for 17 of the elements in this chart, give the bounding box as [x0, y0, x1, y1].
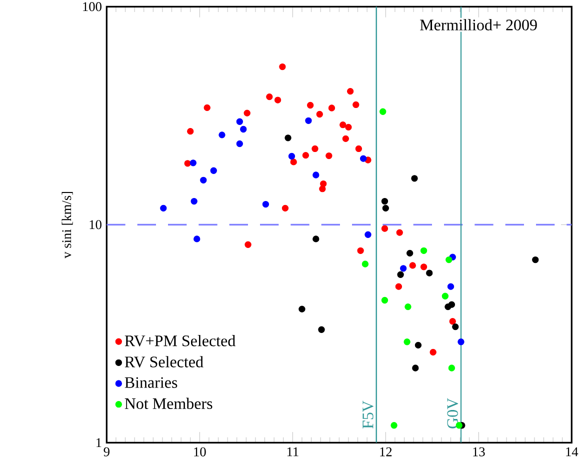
annotation: Mermilliod+ 2009	[420, 19, 537, 30]
legend-label: Not Members	[124, 398, 212, 410]
x-tick-label: 10	[194, 447, 206, 456]
y-tick-label: 1	[96, 438, 102, 448]
ref-line-label: F5V	[362, 400, 374, 429]
x-tick-label: 9	[104, 447, 110, 456]
x-tick-label: 11	[287, 447, 298, 456]
legend-label: Binaries	[124, 377, 178, 388]
y-axis-title: v sini [km/s]	[62, 192, 73, 258]
ref-line-label: G0V	[447, 398, 458, 428]
x-tick-label: 12	[380, 447, 392, 456]
x-tick-label: 13	[473, 447, 485, 456]
y-tick-label: 100	[83, 2, 102, 12]
legend-label: RV+PM Selected	[124, 334, 236, 346]
x-tick-label: 14	[566, 447, 578, 456]
y-tick-label: 10	[90, 220, 102, 230]
legend-label: RV Selected	[124, 356, 204, 368]
